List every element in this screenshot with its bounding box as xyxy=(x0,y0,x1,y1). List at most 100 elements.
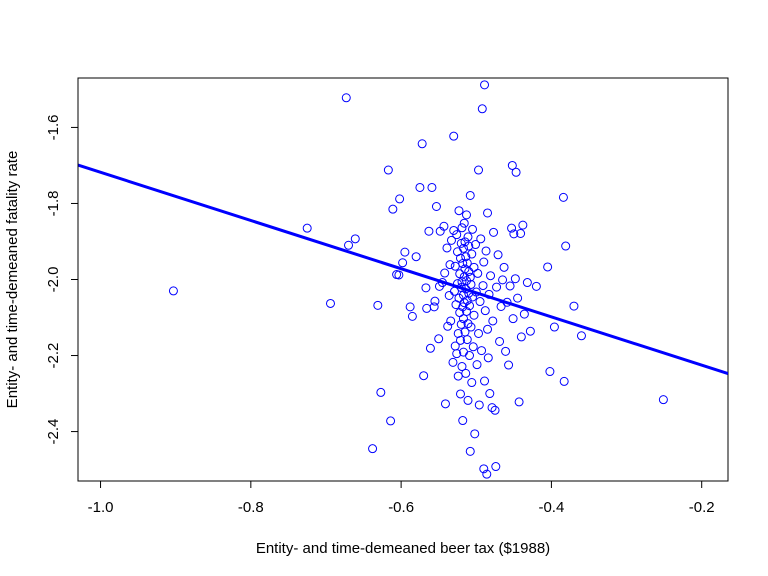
data-point xyxy=(469,262,479,272)
data-point xyxy=(478,281,488,291)
data-point xyxy=(486,271,496,281)
data-point xyxy=(463,395,473,405)
x-tick-label: -0.2 xyxy=(689,499,715,516)
data-point xyxy=(549,322,559,332)
x-tick-label: -1.0 xyxy=(88,499,114,516)
data-point xyxy=(462,258,472,268)
data-point xyxy=(325,298,335,308)
data-point xyxy=(376,387,386,397)
data-point xyxy=(516,229,526,238)
data-point xyxy=(481,246,491,256)
data-point xyxy=(463,232,473,242)
y-tick-label: -2.2 xyxy=(45,343,62,369)
data-point xyxy=(395,194,405,204)
data-point xyxy=(452,230,462,240)
data-point xyxy=(386,416,396,426)
data-point xyxy=(465,351,474,361)
data-point xyxy=(383,165,393,175)
y-tick-label: -2.0 xyxy=(45,267,62,293)
data-point xyxy=(440,268,450,278)
data-point xyxy=(422,303,432,313)
y-tick-label: -1.6 xyxy=(45,114,62,140)
data-point xyxy=(469,310,479,320)
data-point xyxy=(461,368,471,378)
data-point xyxy=(561,241,571,251)
data-point xyxy=(511,167,521,177)
data-point xyxy=(496,301,506,311)
data-point xyxy=(499,262,509,272)
data-point xyxy=(455,335,465,345)
data-point xyxy=(492,282,502,292)
data-point xyxy=(490,405,500,415)
data-point xyxy=(504,360,514,370)
data-point xyxy=(430,296,440,306)
data-point xyxy=(465,446,475,456)
data-point xyxy=(491,462,501,472)
data-point xyxy=(508,314,518,324)
data-point xyxy=(302,223,312,233)
data-point xyxy=(407,311,417,321)
data-point xyxy=(457,277,467,287)
data-point xyxy=(483,208,493,218)
data-point xyxy=(440,399,450,409)
data-point xyxy=(474,165,484,175)
data-point xyxy=(400,247,410,257)
y-tick-label: -2.4 xyxy=(45,419,62,445)
data-point xyxy=(475,297,485,307)
data-point xyxy=(462,210,471,220)
data-point xyxy=(569,301,579,311)
data-point xyxy=(474,328,484,338)
data-point xyxy=(457,223,467,233)
data-point xyxy=(477,104,487,114)
data-point xyxy=(507,160,517,170)
data-point xyxy=(468,342,478,352)
y-tick-label: -1.8 xyxy=(45,191,62,217)
data-point xyxy=(480,306,490,316)
x-tick-label: -0.4 xyxy=(538,499,564,516)
data-point xyxy=(448,357,458,367)
data-point xyxy=(522,278,532,288)
data-point xyxy=(455,253,465,263)
data-point xyxy=(168,286,178,296)
x-tick-label: -0.6 xyxy=(388,499,414,516)
data-point xyxy=(419,371,429,381)
data-point xyxy=(446,235,456,245)
data-point xyxy=(411,252,421,262)
data-point xyxy=(455,269,465,279)
data-point xyxy=(483,324,493,334)
data-point xyxy=(493,250,503,260)
data-point xyxy=(489,227,499,237)
data-point xyxy=(474,400,484,410)
data-point xyxy=(473,268,483,278)
data-point xyxy=(476,234,486,244)
data-point xyxy=(341,93,351,103)
data-point xyxy=(516,332,526,342)
data-point xyxy=(453,328,463,338)
data-point xyxy=(479,257,489,267)
data-point xyxy=(480,376,490,386)
data-point xyxy=(452,349,462,359)
data-point xyxy=(459,218,469,228)
data-point xyxy=(505,281,515,291)
data-point xyxy=(525,326,535,336)
data-point xyxy=(458,243,468,253)
data-point xyxy=(543,262,553,272)
data-point xyxy=(439,221,449,231)
data-point xyxy=(518,220,528,230)
data-point xyxy=(519,309,529,319)
data-point xyxy=(477,346,487,356)
data-point xyxy=(443,321,453,331)
data-point xyxy=(458,416,468,426)
data-point xyxy=(429,302,439,312)
data-point xyxy=(415,182,425,192)
data-point xyxy=(470,429,480,439)
data-point xyxy=(545,367,555,377)
x-tick-label: -0.8 xyxy=(238,499,264,516)
data-point xyxy=(398,258,408,268)
data-point xyxy=(464,241,474,251)
data-point xyxy=(445,260,455,270)
regression-line-layer xyxy=(78,163,728,375)
data-point xyxy=(427,182,437,192)
data-point xyxy=(510,274,520,284)
